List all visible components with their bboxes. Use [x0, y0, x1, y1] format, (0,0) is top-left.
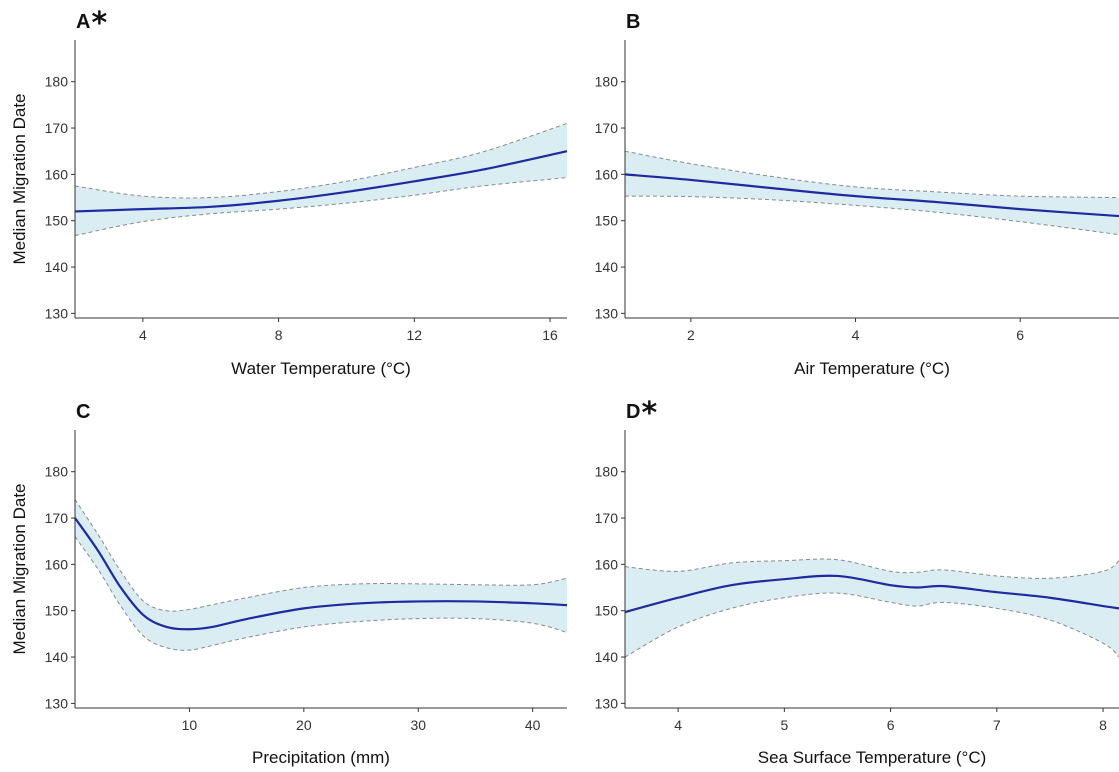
- y-tick-label: 150: [45, 603, 69, 619]
- x-tick-label: 6: [1016, 327, 1024, 343]
- y-tick-label: 150: [595, 213, 619, 229]
- y-tick-label: 160: [45, 166, 69, 182]
- y-tick-label: 150: [595, 603, 619, 619]
- y-tick-label: 170: [45, 510, 69, 526]
- panel-c: 130 140 150 160 170 180 10 20 30 40 Precipitation …: [10, 401, 568, 767]
- ci-lower-line: [624, 592, 1119, 658]
- x-tick-label: 30: [410, 717, 426, 733]
- x-tick-label: 4: [852, 327, 860, 343]
- panel-label: C: [76, 401, 90, 423]
- panel-d: 130 140 150 160 170 180 4 5 6 7 8 Sea Surface Tempe…: [595, 396, 1119, 767]
- panel-label: D: [626, 401, 640, 423]
- x-tick-label: 12: [407, 327, 423, 343]
- x-tick-label: 10: [182, 717, 198, 733]
- y-tick-label: 150: [45, 213, 69, 229]
- ci-lower-line: [624, 195, 1119, 236]
- ci-upper-line: [624, 558, 1119, 579]
- x-axis-title: Sea Surface Temperature (°C): [758, 748, 987, 767]
- x-tick-label: 8: [275, 327, 283, 343]
- x-tick-label: 20: [296, 717, 312, 733]
- x-tick-label: 2: [687, 327, 695, 343]
- y-tick-label: 180: [45, 74, 69, 90]
- panel-label: A: [76, 11, 90, 33]
- x-axis-title: Precipitation (mm): [252, 748, 390, 767]
- y-tick-label: 140: [595, 649, 619, 665]
- y-axis-title: Median Migration Date: [10, 93, 29, 264]
- x-axis-title: Air Temperature (°C): [794, 359, 950, 378]
- fit-line: [624, 173, 1119, 218]
- y-tick-label: 140: [45, 259, 69, 275]
- y-tick-label: 140: [45, 649, 69, 665]
- panel-b: 130 140 150 160 170 180 2 4 6 Air Temperature (°C…: [595, 11, 1119, 378]
- y-tick-label: 180: [595, 74, 619, 90]
- confidence-band: [75, 123, 567, 236]
- x-tick-label: 5: [780, 717, 788, 733]
- confidence-band: [625, 151, 1119, 235]
- fit-line: [74, 150, 568, 213]
- x-tick-label: 4: [674, 717, 682, 733]
- ci-upper-line: [624, 150, 1119, 199]
- x-tick-label: 4: [139, 327, 147, 343]
- ci-lower-line: [74, 536, 568, 651]
- panel-label: B: [626, 11, 640, 33]
- y-tick-label: 180: [595, 464, 619, 480]
- y-tick-label: 170: [45, 120, 69, 136]
- confidence-band: [75, 499, 567, 651]
- x-tick-label: 6: [887, 717, 895, 733]
- y-tick-label: 170: [595, 120, 619, 136]
- y-tick-label: 180: [45, 464, 69, 480]
- y-tick-label: 160: [595, 166, 619, 182]
- fit-line: [624, 574, 1119, 614]
- significance-star: *: [641, 396, 657, 431]
- y-tick-label: 130: [595, 305, 619, 321]
- confidence-band: [625, 559, 1119, 658]
- y-tick-label: 140: [595, 259, 619, 275]
- y-tick-label: 130: [45, 305, 69, 321]
- x-axis-title: Water Temperature (°C): [231, 359, 411, 378]
- x-tick-label: 7: [993, 717, 1001, 733]
- x-tick-label: 8: [1099, 717, 1107, 733]
- x-tick-label: 40: [525, 717, 541, 733]
- y-tick-label: 170: [595, 510, 619, 526]
- y-tick-label: 130: [45, 695, 69, 711]
- y-tick-label: 160: [45, 556, 69, 572]
- y-tick-label: 130: [595, 695, 619, 711]
- panel-a: 130 140 150 160 170 180 4 8 12 16 Water Temperatur…: [10, 6, 568, 378]
- fit-line: [74, 517, 568, 631]
- y-tick-label: 160: [595, 556, 619, 572]
- significance-star: *: [91, 6, 107, 41]
- y-axis-title: Median Migration Date: [10, 483, 29, 654]
- x-tick-label: 16: [542, 327, 558, 343]
